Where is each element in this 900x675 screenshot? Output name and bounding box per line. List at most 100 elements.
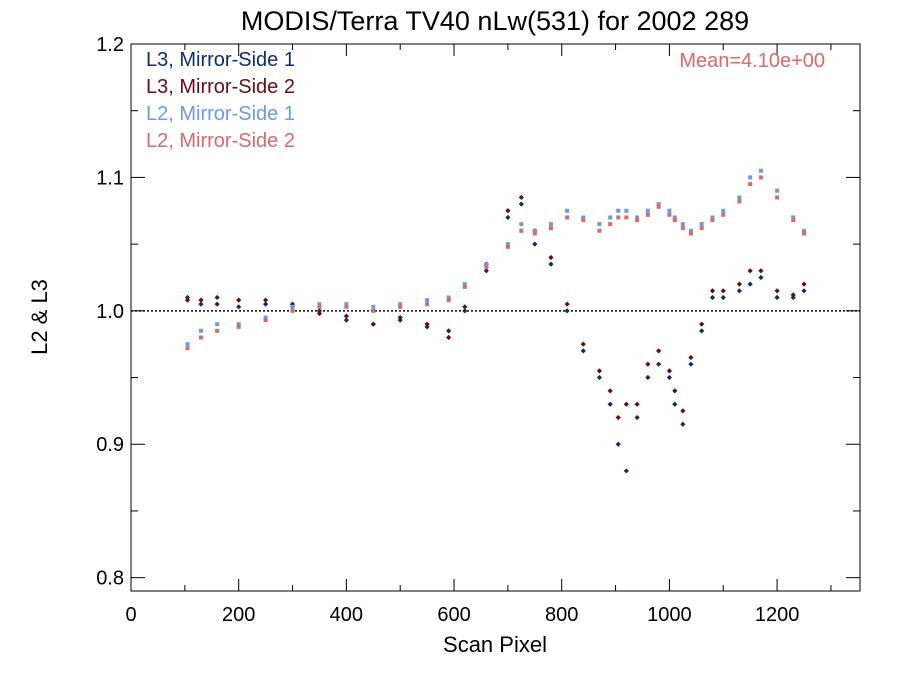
x-tick-label: 1000 bbox=[647, 604, 692, 626]
data-point bbox=[688, 231, 693, 236]
y-tick-label: 1.0 bbox=[96, 301, 124, 323]
data-point bbox=[634, 414, 640, 421]
data-point bbox=[688, 228, 693, 233]
data-point bbox=[371, 304, 376, 309]
data-point bbox=[656, 202, 661, 207]
data-point bbox=[721, 212, 726, 217]
data-point bbox=[198, 301, 204, 307]
data-point bbox=[774, 288, 780, 294]
data-point bbox=[532, 228, 537, 233]
data-point bbox=[596, 374, 603, 381]
x-tick-label: 600 bbox=[437, 604, 470, 626]
data-point bbox=[505, 242, 510, 247]
data-point bbox=[397, 317, 403, 323]
data-point bbox=[548, 261, 554, 267]
data-point bbox=[699, 226, 704, 231]
legend: L3, Mirror-Side 1 L3, Mirror-Side 2 L2, Mi… bbox=[146, 49, 295, 152]
data-point bbox=[317, 304, 322, 309]
data-point bbox=[184, 297, 191, 303]
data-point bbox=[371, 308, 376, 313]
data-point bbox=[748, 175, 753, 180]
axes: 0 200 400 600 800 1000 1200 0.8 0.9 1.0 1.1 1.2 bbox=[96, 34, 861, 626]
data-point bbox=[519, 222, 524, 227]
data-point bbox=[666, 374, 673, 381]
data-point bbox=[624, 215, 629, 220]
data-point bbox=[581, 218, 586, 223]
data-point bbox=[214, 294, 220, 301]
data-point bbox=[615, 414, 621, 421]
data-point bbox=[607, 388, 613, 394]
data-point bbox=[680, 421, 686, 427]
data-point bbox=[236, 322, 241, 327]
data-point bbox=[548, 226, 553, 231]
data-point bbox=[721, 208, 726, 213]
data-point bbox=[608, 222, 613, 227]
data-point bbox=[236, 297, 242, 303]
data-point bbox=[532, 241, 538, 247]
data-point bbox=[446, 328, 452, 334]
data-point bbox=[398, 304, 403, 309]
data-point bbox=[758, 274, 764, 281]
y-tick-label: 1.2 bbox=[96, 34, 124, 56]
data-point bbox=[484, 264, 489, 269]
data-point bbox=[198, 297, 204, 303]
data-point bbox=[758, 175, 763, 180]
data-point bbox=[775, 188, 780, 193]
data-point bbox=[344, 304, 349, 309]
data-point bbox=[505, 208, 511, 214]
data-point bbox=[680, 226, 685, 231]
data-point bbox=[564, 308, 570, 314]
x-axis-label: Scan Pixel bbox=[443, 632, 547, 657]
data-point bbox=[791, 218, 796, 223]
data-point bbox=[462, 304, 468, 310]
data-point bbox=[290, 308, 295, 313]
data-point bbox=[699, 222, 704, 227]
series-3 bbox=[185, 168, 807, 347]
data-point bbox=[645, 208, 650, 213]
data-point bbox=[737, 199, 742, 204]
data-point bbox=[184, 294, 191, 301]
y-axis-label: L2 & L3 bbox=[27, 279, 52, 355]
data-point bbox=[672, 401, 678, 407]
x-tick-label: 0 bbox=[125, 604, 136, 626]
data-point bbox=[424, 321, 430, 327]
data-point bbox=[688, 354, 694, 361]
data-point bbox=[699, 321, 705, 327]
x-tick-label: 800 bbox=[545, 604, 578, 626]
data-point bbox=[597, 222, 602, 227]
data-point bbox=[791, 215, 796, 220]
data-point bbox=[263, 315, 268, 320]
data-point bbox=[580, 341, 586, 347]
data-point bbox=[709, 294, 716, 301]
data-point bbox=[758, 268, 764, 274]
data-point bbox=[667, 212, 672, 217]
data-point bbox=[548, 222, 553, 227]
data-point bbox=[263, 318, 268, 323]
data-point bbox=[446, 334, 452, 341]
data-point bbox=[505, 244, 510, 249]
data-point bbox=[398, 302, 403, 307]
x-tick-label: 400 bbox=[330, 604, 363, 626]
data-point bbox=[623, 401, 629, 407]
legend-entry: L2, Mirror-Side 2 bbox=[146, 130, 295, 152]
data-point bbox=[720, 288, 726, 294]
data-point bbox=[624, 208, 629, 213]
data-point bbox=[645, 374, 651, 381]
data-point bbox=[425, 298, 430, 303]
data-point bbox=[581, 215, 586, 220]
data-point bbox=[672, 218, 677, 223]
data-point bbox=[214, 301, 220, 307]
data-point bbox=[801, 288, 807, 294]
data-point bbox=[656, 361, 662, 367]
data-point bbox=[635, 218, 640, 223]
data-point bbox=[608, 215, 613, 220]
data-point bbox=[263, 301, 269, 307]
data-point bbox=[446, 295, 451, 300]
data-point bbox=[215, 328, 220, 333]
data-point bbox=[616, 215, 621, 220]
data-point bbox=[565, 215, 570, 220]
data-point bbox=[518, 194, 524, 201]
data-point bbox=[747, 281, 753, 287]
data-point bbox=[680, 222, 685, 227]
